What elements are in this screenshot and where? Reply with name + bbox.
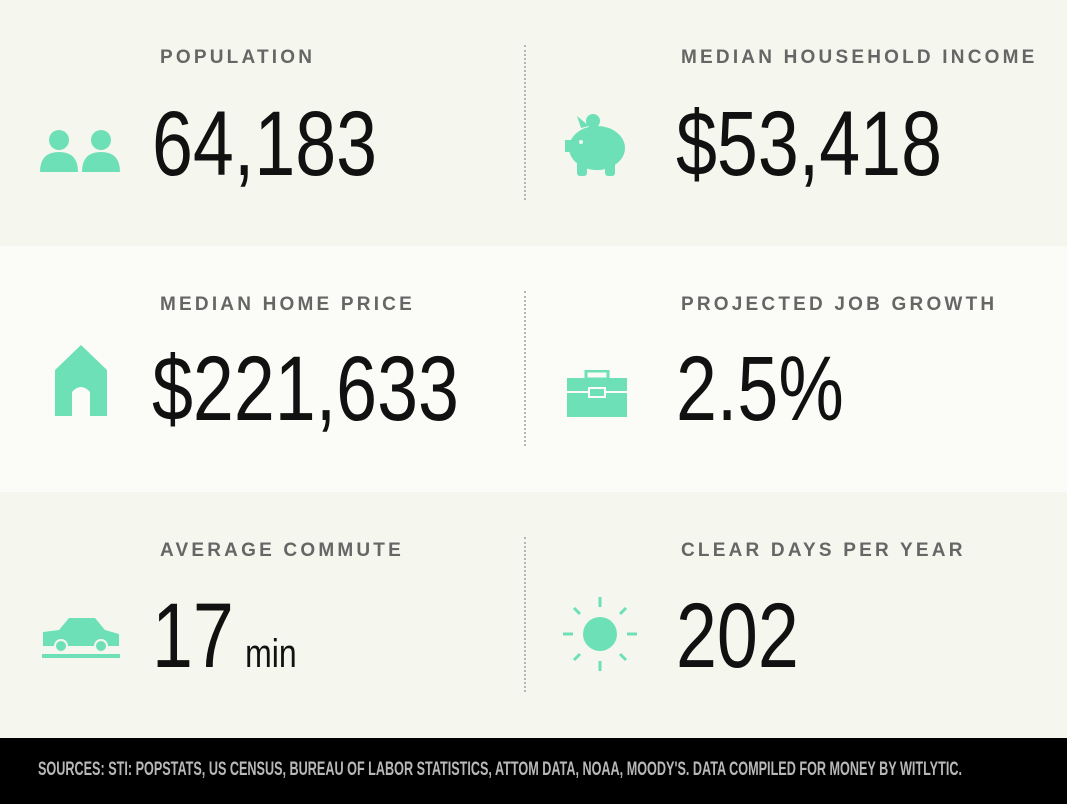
briefcase-icon	[567, 370, 627, 417]
sun-icon	[563, 597, 637, 671]
stat-label: MEDIAN HOME PRICE	[160, 294, 415, 315]
sources-text: SOURCES: STI: POPSTATS, US CENSUS, BUREA…	[38, 759, 962, 780]
stat-value: 17 min	[152, 590, 297, 682]
divider	[524, 291, 526, 446]
stat-label: MEDIAN HOUSEHOLD INCOME	[681, 47, 1038, 68]
divider	[524, 537, 526, 692]
stat-value: 2.5%	[676, 338, 844, 440]
stat-value: 64,183	[152, 93, 378, 195]
value-number: 17	[152, 585, 234, 687]
stat-label: CLEAR DAYS PER YEAR	[681, 540, 966, 561]
stats-row: MEDIAN HOME PRICE $221,633 PROJECTED JOB…	[0, 246, 1067, 493]
stat-label: AVERAGE COMMUTE	[160, 540, 404, 561]
stat-value: 202	[676, 585, 799, 687]
footer: SOURCES: STI: POPSTATS, US CENSUS, BUREA…	[0, 738, 1067, 804]
stat-value: $53,418	[676, 93, 943, 195]
stat-label: POPULATION	[160, 47, 316, 68]
stats-row: AVERAGE COMMUTE 17 min CLEAR DAYS PER YEA…	[0, 492, 1067, 738]
car-icon	[42, 618, 120, 658]
stats-row: POPULATION 64,183 MEDIAN HOUSEHOLD INCOM…	[0, 0, 1067, 247]
stat-value: $221,633	[152, 338, 459, 440]
people-icon	[40, 130, 120, 172]
stat-label: PROJECTED JOB GROWTH	[681, 294, 998, 315]
house-icon	[55, 345, 107, 416]
divider	[524, 45, 526, 200]
piggy-bank-icon	[565, 114, 625, 176]
value-unit: min	[245, 632, 297, 676]
